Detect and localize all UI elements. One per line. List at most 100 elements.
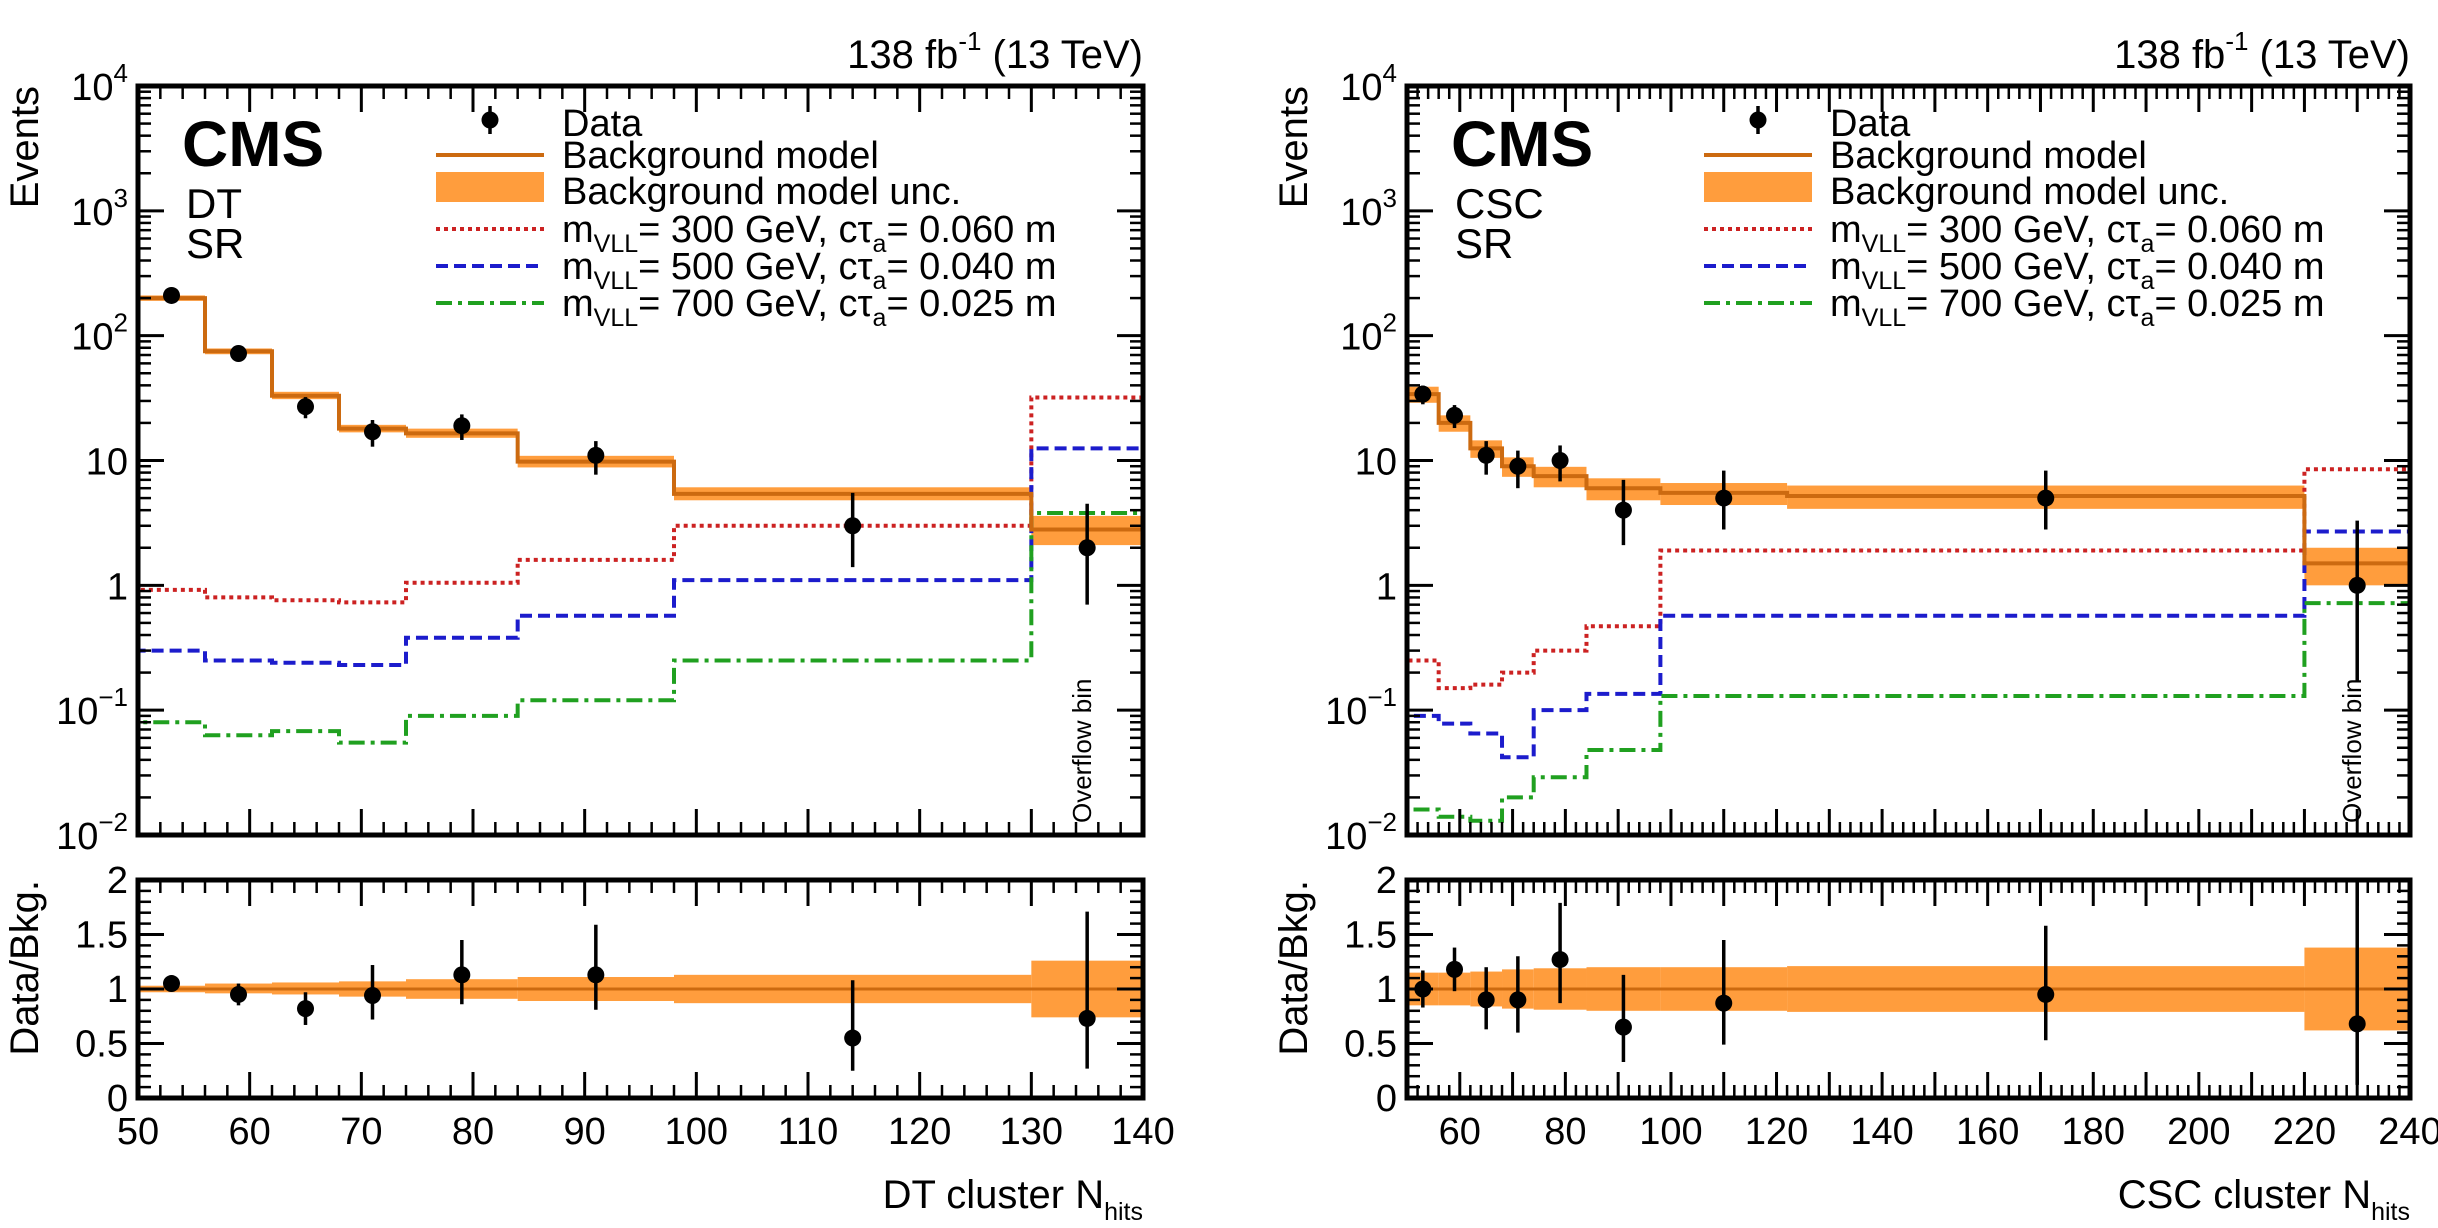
ratio-point	[2037, 985, 2055, 1003]
x-tick-label: 220	[2273, 1111, 2336, 1153]
x-tick-label: 100	[665, 1111, 728, 1153]
y-tick-exponent: −2	[98, 807, 128, 837]
y-tick-label: 102	[1340, 308, 1397, 359]
ratio-point	[844, 1029, 862, 1047]
ratio-point	[587, 966, 605, 984]
lumi-value: 138 fb	[2114, 33, 2225, 77]
signal-label-post: = 0.040 m	[886, 246, 1056, 288]
signal-label-pre: m	[562, 209, 594, 251]
data-point	[2348, 576, 2366, 594]
y-tick-base: 1	[1376, 566, 1397, 608]
ratio-point	[1715, 994, 1733, 1012]
x-tick-label: 80	[1544, 1111, 1586, 1153]
y-tick-label: 103	[71, 183, 128, 234]
region-tag: DT	[186, 180, 242, 227]
ratio-tick-label: 0.5	[1344, 1024, 1397, 1066]
y-tick-exponent: −2	[1367, 807, 1397, 837]
signal-label-sub2: a	[2141, 267, 2155, 295]
signal-label-mid: = 300 GeV, cτ	[638, 209, 872, 251]
data-point	[1551, 452, 1569, 469]
legend-signal-label-1: mVLL= 300 GeV, cτa= 0.060 m	[562, 209, 1057, 258]
data-point	[1477, 446, 1495, 464]
signal-label-mid: = 700 GeV, cτ	[1906, 283, 2140, 325]
data-point	[1078, 539, 1096, 557]
region-tag: SR	[186, 220, 244, 267]
ratio-point	[1078, 1009, 1096, 1027]
y-tick-label: 10−1	[1325, 682, 1397, 733]
y-tick-exponent: 3	[114, 183, 128, 213]
y-tick-base: 10	[71, 67, 113, 109]
data-point	[1509, 457, 1527, 475]
signal-label-post: = 0.040 m	[2154, 246, 2324, 288]
y-tick-label: 10	[86, 442, 128, 484]
legend-background-label: Background model	[1830, 135, 2147, 177]
ratio-plot-area	[1407, 880, 2410, 1085]
signal-line-3	[1407, 601, 2410, 835]
background-line	[1407, 392, 2410, 835]
y-tick-label: 10−2	[1325, 807, 1397, 858]
signal-label-mid: = 300 GeV, cτ	[1906, 209, 2140, 251]
x-tick-label: 140	[1111, 1111, 1174, 1153]
x-tick-label: 70	[340, 1111, 382, 1153]
background-line	[138, 296, 1143, 835]
lumi-exponent: -1	[2225, 26, 2248, 56]
ratio-plot-area	[138, 911, 1143, 1071]
ratio-y-axis-title: Data/Bkg.	[1272, 880, 1316, 1056]
y-axis-title: Events	[3, 86, 47, 208]
x-tick-label: 50	[117, 1111, 159, 1153]
ratio-tick-label: 0	[1376, 1078, 1397, 1120]
y-tick-base: 10	[56, 691, 98, 733]
y-axis-title: Events	[1272, 86, 1316, 208]
x-axis-title-main: CSC cluster N	[2118, 1173, 2371, 1217]
data-point	[297, 398, 314, 416]
x-axis-title-sub: hits	[1104, 1198, 1143, 1226]
legend-background-unc-label: Background model unc.	[1830, 171, 2229, 213]
signal-label-pre: m	[562, 246, 594, 288]
left-panel: Overflow bin10410310210110−110−200.511.5…	[3, 26, 1175, 1226]
ratio-y-axis-title: Data/Bkg.	[3, 880, 47, 1056]
ratio-point	[453, 966, 471, 984]
signal-label-sub: VLL	[1862, 267, 1907, 295]
y-tick-label: 10−2	[56, 807, 128, 858]
data-point	[1414, 385, 1432, 403]
y-tick-exponent: 4	[1383, 58, 1397, 88]
x-tick-label: 100	[1639, 1111, 1702, 1153]
signal-label-mid: = 500 GeV, cτ	[1906, 246, 2140, 288]
y-tick-base: 10	[71, 317, 113, 359]
y-tick-base: 10	[1340, 192, 1382, 234]
y-tick-label: 104	[1340, 58, 1397, 109]
ratio-tick-label: 1.5	[75, 915, 128, 957]
legend-background-label: Background model	[562, 135, 879, 177]
region-tag: CSC	[1455, 180, 1544, 227]
legend-signal-label-3: mVLL= 700 GeV, cτa= 0.025 m	[562, 283, 1057, 332]
lumi-label: 138 fb-1 (13 TeV)	[2114, 26, 2410, 77]
lumi-label: 138 fb-1 (13 TeV)	[847, 26, 1143, 77]
data-point	[844, 517, 862, 535]
x-axis: 60 80 100 120 140 160 180 200 220 240	[1405, 86, 2438, 1153]
ratio-tick-label: 1	[107, 969, 128, 1011]
signal-label-post: = 0.025 m	[2154, 283, 2324, 325]
signal-label-post: = 0.060 m	[886, 209, 1056, 251]
signal-label-sub2: a	[873, 230, 887, 258]
signal-label-sub: VLL	[594, 267, 639, 295]
data-point	[2037, 489, 2055, 507]
ratio-tick-label: 1.5	[1344, 915, 1397, 957]
ratio-point	[1446, 960, 1464, 978]
y-tick-label: 103	[1340, 183, 1397, 234]
signal-label-sub: VLL	[594, 230, 639, 258]
signal-label-sub: VLL	[594, 304, 639, 332]
main-plot-area	[138, 286, 1143, 835]
y-tick-base: 10	[1340, 317, 1382, 359]
ratio-point	[1509, 991, 1527, 1009]
ratio-tick-label: 2	[1376, 860, 1397, 902]
main-plot-area	[1407, 385, 2410, 835]
ratio-point	[364, 987, 381, 1005]
x-tick-label: 110	[778, 1111, 839, 1153]
signal-label-mid: = 500 GeV, cτ	[638, 246, 872, 288]
y-tick-exponent: 3	[1383, 183, 1397, 213]
lumi-value: 138 fb	[847, 33, 958, 77]
x-tick-label: 140	[1850, 1111, 1913, 1153]
